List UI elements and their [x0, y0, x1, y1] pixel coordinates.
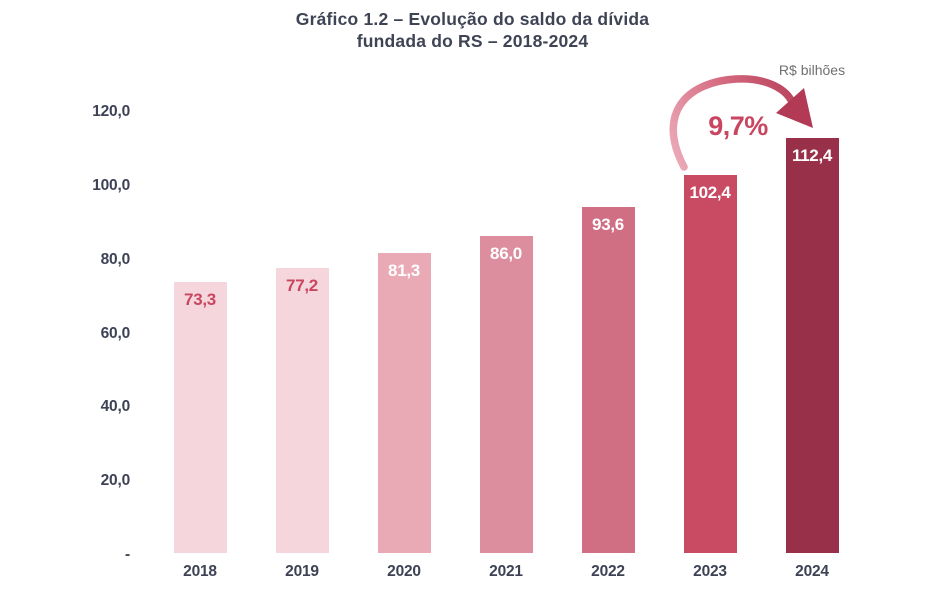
bar-2024: 112,4 — [785, 138, 839, 553]
bar-2019: 77,2 — [275, 268, 329, 553]
bar-2023: 102,4 — [683, 174, 737, 553]
chart-title: Gráfico 1.2 – Evolução do saldo da dívid… — [0, 8, 945, 52]
bar-value-label: 93,6 — [592, 215, 624, 235]
unit-label: R$ bilhões — [778, 62, 846, 78]
y-tick-label: 120,0 — [92, 103, 130, 120]
y-tick-label: 40,0 — [100, 398, 131, 416]
x-tick-label: 2023 — [693, 563, 727, 580]
bar-value-label: 81,3 — [388, 260, 420, 280]
y-tick-label: 20,0 — [100, 472, 131, 490]
x-tick-label: 2021 — [489, 563, 523, 580]
x-tick-label: 2020 — [387, 563, 421, 580]
bar-value-label: 102,4 — [689, 182, 731, 202]
chart-title-line1: Gráfico 1.2 – Evolução do saldo da dívid… — [295, 9, 650, 29]
x-tick-label: 2022 — [591, 563, 625, 580]
x-tick-label: 2019 — [285, 563, 319, 580]
y-tick-label: - — [125, 546, 130, 563]
y-tick-label: 60,0 — [100, 324, 131, 342]
bar-2018: 73,3 — [173, 282, 227, 553]
bar-value-label: 86,0 — [490, 243, 522, 263]
bar-value-label: 112,4 — [791, 146, 833, 166]
x-tick-label: 2024 — [795, 563, 829, 580]
y-tick-label: 80,0 — [100, 250, 131, 268]
bar-2020: 81,3 — [377, 252, 431, 553]
x-tick-label: 2018 — [183, 563, 217, 580]
chart-title-line2: fundada do RS – 2018-2024 — [356, 31, 589, 51]
y-tick-label: 100,0 — [92, 176, 130, 194]
bar-value-label: 73,3 — [184, 290, 216, 310]
bar-2022: 93,6 — [581, 207, 635, 553]
bar-2021: 86,0 — [479, 235, 533, 553]
bar-value-label: 77,2 — [286, 276, 318, 295]
growth-percentage-label: 9,7% — [708, 111, 768, 141]
